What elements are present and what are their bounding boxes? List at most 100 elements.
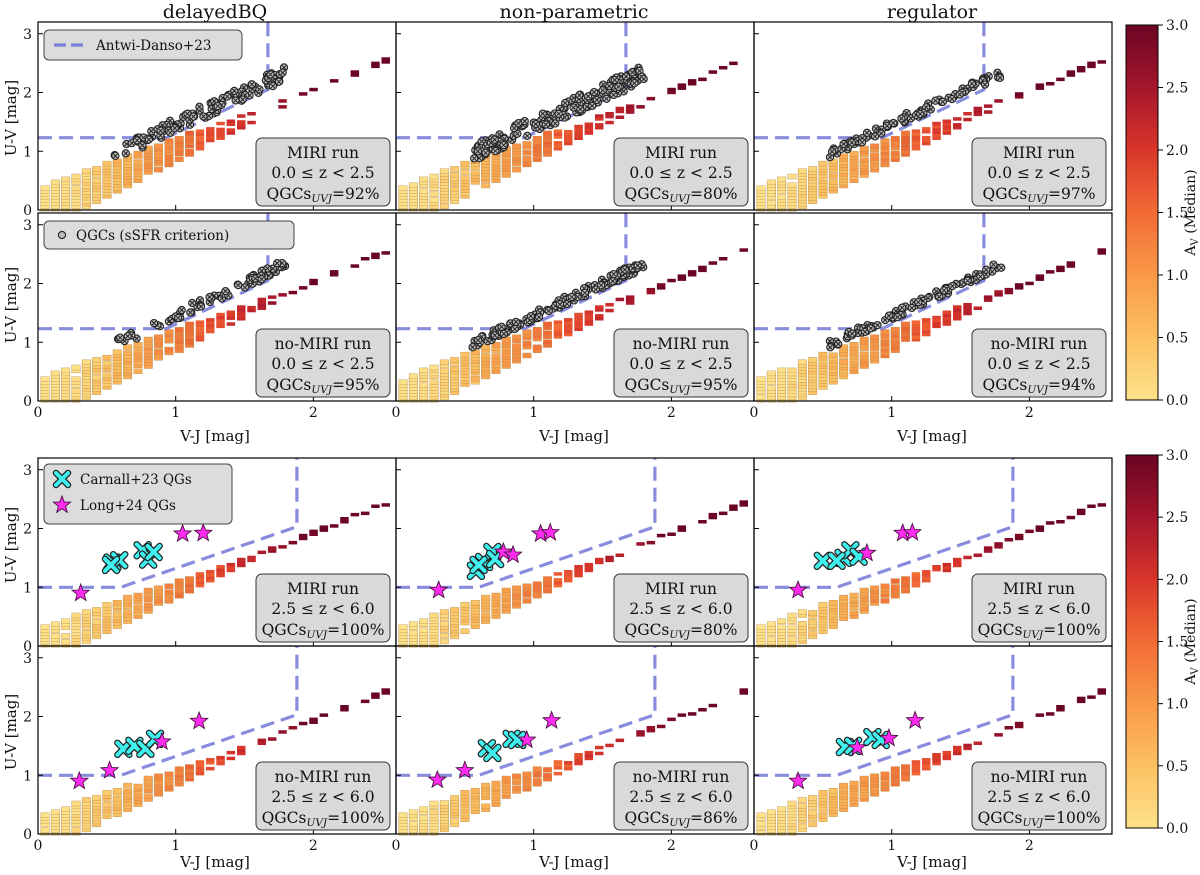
- antwi-danso-boundary: [754, 22, 986, 140]
- density-bin: [92, 357, 102, 363]
- density-bin: [112, 796, 122, 803]
- qgc-point-cross: [117, 335, 123, 340]
- density-bin: [278, 99, 287, 103]
- density-bin: [247, 112, 256, 116]
- density-bin: [195, 135, 205, 139]
- density-bin: [1014, 721, 1024, 726]
- density-bin: [206, 135, 215, 140]
- long-qg-marker: [541, 710, 562, 729]
- qgc-point-cross: [864, 130, 870, 136]
- run-label: MIRI run: [1003, 144, 1075, 162]
- qgc-point-cross: [265, 266, 270, 271]
- density-bin: [154, 773, 164, 779]
- density-bin: [164, 771, 174, 777]
- density-bin: [195, 572, 205, 576]
- density-bin: [595, 126, 604, 130]
- density-bin: [237, 563, 246, 568]
- qgc-point-cross: [998, 265, 1004, 271]
- density-bin: [859, 351, 869, 357]
- density-bin: [419, 815, 429, 821]
- density-bin: [195, 583, 205, 588]
- density-bin: [450, 186, 460, 193]
- density-bin: [1025, 529, 1034, 534]
- density-bin: [1014, 283, 1024, 287]
- run-label: MIRI run: [287, 144, 359, 162]
- qgc-point-cross: [978, 274, 983, 279]
- column-title-non-parametric: non-parametric: [500, 1, 649, 23]
- density-bin: [808, 166, 818, 172]
- density-bin: [398, 624, 408, 630]
- density-bin: [102, 801, 112, 808]
- carnall-qg-marker: [484, 744, 501, 761]
- qgc-point-cross: [890, 120, 896, 126]
- density-bin: [787, 800, 797, 807]
- density-bin: [102, 790, 112, 796]
- density-bin: [50, 633, 60, 639]
- qgc-point-cross: [533, 121, 539, 127]
- legend-long-swatch: [52, 494, 72, 514]
- density-bin: [206, 321, 215, 325]
- density-bin: [408, 809, 418, 815]
- density-bin: [911, 338, 921, 342]
- long-qg-marker: [905, 710, 925, 729]
- density-bin: [381, 60, 390, 64]
- density-bin: [164, 138, 174, 144]
- qgc-point-cross: [512, 326, 518, 332]
- density-bin: [1014, 286, 1024, 290]
- density-bin: [870, 143, 880, 149]
- density-bin: [687, 82, 697, 86]
- density-bin: [553, 147, 563, 151]
- density-bin: [50, 621, 60, 627]
- density-bin: [963, 746, 972, 751]
- long-qg-marker: [455, 760, 475, 779]
- density-bin: [1066, 261, 1076, 265]
- qgc-point-cross: [562, 100, 568, 106]
- colorbar-tick-label: 0.0: [1166, 821, 1188, 837]
- z-range-label: 0.0 ≤ z < 2.5: [987, 164, 1090, 182]
- long-qg-marker: [69, 770, 90, 790]
- density-bin: [429, 197, 439, 203]
- qgc-point-cross: [493, 148, 498, 154]
- y-tick-label: 1: [23, 144, 32, 160]
- density-bin: [512, 143, 522, 149]
- density-bin: [216, 573, 225, 578]
- density-bin: [625, 301, 635, 305]
- density-bin: [553, 326, 563, 330]
- density-bin: [143, 793, 153, 799]
- density-bin: [237, 314, 246, 318]
- y-tick-label: 0: [23, 827, 32, 843]
- density-bin: [216, 315, 225, 320]
- density-bin: [350, 512, 360, 517]
- density-bin: [360, 699, 370, 704]
- long-qg-marker: [503, 544, 523, 564]
- long-qg-marker: [879, 727, 899, 747]
- density-bin: [350, 264, 360, 268]
- qgc-point-cross: [501, 331, 507, 337]
- density-bin: [677, 277, 687, 281]
- density-bin: [615, 738, 625, 743]
- x-tick-label: 0: [392, 838, 401, 854]
- density-bin: [828, 788, 838, 794]
- density-bin: [206, 329, 215, 334]
- long-qg-marker: [540, 522, 561, 541]
- density-bin: [532, 344, 542, 350]
- annotation-box: [971, 328, 1107, 398]
- density-bin: [522, 598, 532, 604]
- qgc-point-cross: [268, 72, 273, 77]
- density-bin: [756, 376, 766, 382]
- density-bin: [574, 565, 583, 569]
- x-tick-label: 1: [887, 838, 896, 854]
- density-bin: [154, 166, 164, 173]
- qgc-point-cross: [872, 134, 878, 139]
- qgc-point-cross: [215, 103, 221, 109]
- qgc-point-cross: [868, 325, 874, 331]
- density-bin: [174, 135, 184, 142]
- z-range-label: 2.5 ≤ z < 6.0: [271, 600, 374, 618]
- annotation-box: [971, 137, 1107, 207]
- qgc-point-cross: [849, 140, 855, 145]
- density-bin: [942, 753, 952, 758]
- run-label: MIRI run: [287, 580, 359, 598]
- density-bin: [1035, 528, 1045, 532]
- density-bin: [439, 609, 449, 615]
- density-bin: [123, 788, 133, 795]
